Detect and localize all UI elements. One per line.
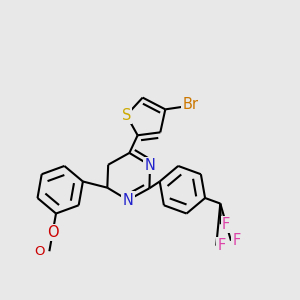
Text: N: N [145,158,155,173]
Text: F: F [218,238,226,253]
Text: F: F [232,233,240,248]
Text: N: N [122,193,134,208]
Text: O: O [47,225,58,240]
Text: O: O [34,245,45,258]
Text: Br: Br [183,98,199,112]
Text: F: F [222,217,230,232]
Text: S: S [122,108,131,123]
